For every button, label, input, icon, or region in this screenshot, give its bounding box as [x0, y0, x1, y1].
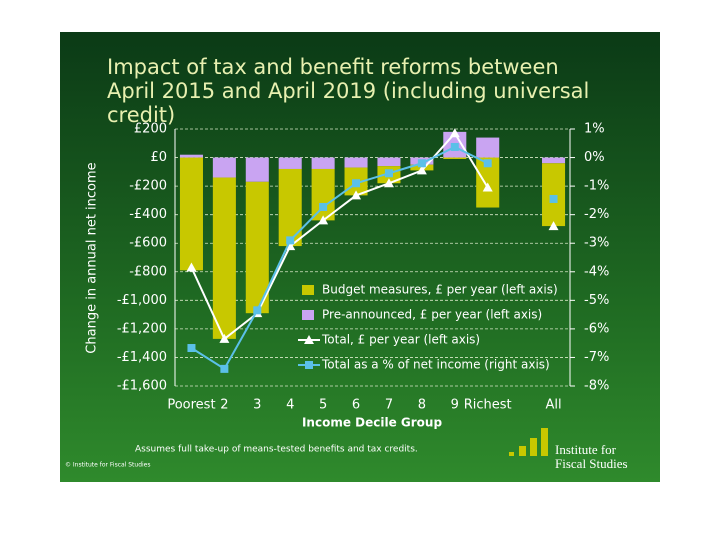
y-tick-label: £0 [150, 150, 167, 165]
footnote: Assumes full take-up of means-tested ben… [135, 445, 418, 455]
bar [212, 177, 236, 339]
bar [311, 157, 335, 169]
line-marker [220, 364, 229, 373]
bar [245, 181, 269, 314]
y2-tick-label: -5% [584, 293, 609, 308]
line-marker [549, 194, 558, 203]
logo-bar [509, 452, 514, 456]
y2-tick-label: -1% [584, 179, 609, 194]
line-marker [450, 142, 459, 151]
x-tick-label: 4 [286, 398, 294, 413]
y-tick-label: £200 [134, 122, 167, 137]
logo-bar [541, 428, 548, 456]
x-tick-label: All [545, 398, 561, 413]
y-tick-label: -£600 [129, 236, 167, 251]
line-marker [548, 221, 559, 231]
y2-tick-label: -2% [584, 207, 609, 222]
y2-tick-label: 0% [584, 150, 605, 165]
y2-tick-label: 1% [584, 122, 605, 137]
line-marker [305, 361, 313, 369]
bar [311, 168, 335, 221]
line-marker [219, 333, 230, 343]
logo-bar [519, 446, 526, 456]
bar [542, 163, 566, 227]
y2-tick-label: -7% [584, 350, 609, 365]
legend-label: Pre-announced, £ per year (left axis) [322, 308, 542, 322]
bar [344, 157, 368, 168]
x-tick-label: 6 [352, 398, 360, 413]
y-tick-label: -£1,600 [117, 379, 167, 394]
bar [476, 137, 500, 158]
y2-tick-label: -4% [584, 264, 609, 279]
y2-tick-label: -3% [584, 236, 609, 251]
y-tick-label: -£1,200 [117, 321, 167, 336]
bar [542, 157, 566, 164]
bar [179, 154, 203, 158]
bar [179, 157, 203, 271]
y2-tick-label: -6% [584, 321, 609, 336]
legend-swatch [302, 285, 314, 295]
y-axis-title: Change in annual net income [85, 162, 100, 353]
line-marker [286, 236, 295, 245]
x-tick-label: 3 [253, 398, 261, 413]
legend-label: Budget measures, £ per year (left axis) [322, 283, 558, 297]
copyright: © Institute for Fiscal Studies [65, 462, 151, 469]
x-tick-label: 7 [385, 398, 393, 413]
bar [245, 157, 269, 182]
y-tick-label: -£1,400 [117, 350, 167, 365]
legend-label: Total as a % of net income (right axis) [321, 358, 550, 372]
bar [212, 157, 236, 178]
bar [377, 157, 401, 167]
x-tick-label: 8 [418, 398, 426, 413]
line-marker [253, 306, 262, 315]
bar [278, 168, 302, 247]
bar [278, 157, 302, 169]
legend-label: Total, £ per year (left axis) [321, 333, 480, 347]
y-tick-label: -£200 [129, 179, 167, 194]
line-marker [384, 169, 393, 178]
x-tick-label: 9 [451, 398, 459, 413]
line-marker [304, 335, 314, 344]
legend-swatch [302, 310, 314, 320]
y-tick-label: -£400 [129, 207, 167, 222]
line-marker [318, 215, 329, 225]
logo-text: Fiscal Studies [555, 456, 628, 471]
logo-text: Institute for [555, 442, 617, 457]
line-marker [319, 202, 328, 211]
x-axis-title: Income Decile Group [302, 416, 442, 430]
logo-bar [530, 438, 537, 456]
line-marker [187, 344, 196, 353]
y-tick-label: -£800 [129, 264, 167, 279]
line-marker [416, 165, 427, 175]
chart-title: Impact of tax and benefit reforms betwee… [107, 55, 590, 127]
slide [60, 32, 660, 482]
x-tick-label: Poorest [167, 398, 215, 413]
line-marker [483, 159, 492, 168]
bar [443, 157, 467, 159]
line-marker [482, 182, 493, 192]
y-tick-label: -£1,000 [117, 293, 167, 308]
line-marker [351, 190, 362, 200]
line-marker [383, 178, 394, 188]
x-tick-label: 5 [319, 398, 327, 413]
line-marker [449, 128, 460, 138]
x-tick-label: 2 [220, 398, 228, 413]
line-marker [352, 179, 361, 188]
y2-tick-label: -8% [584, 379, 609, 394]
line-marker [417, 159, 426, 168]
x-tick-label: Richest [464, 398, 512, 413]
line-marker [186, 262, 197, 272]
